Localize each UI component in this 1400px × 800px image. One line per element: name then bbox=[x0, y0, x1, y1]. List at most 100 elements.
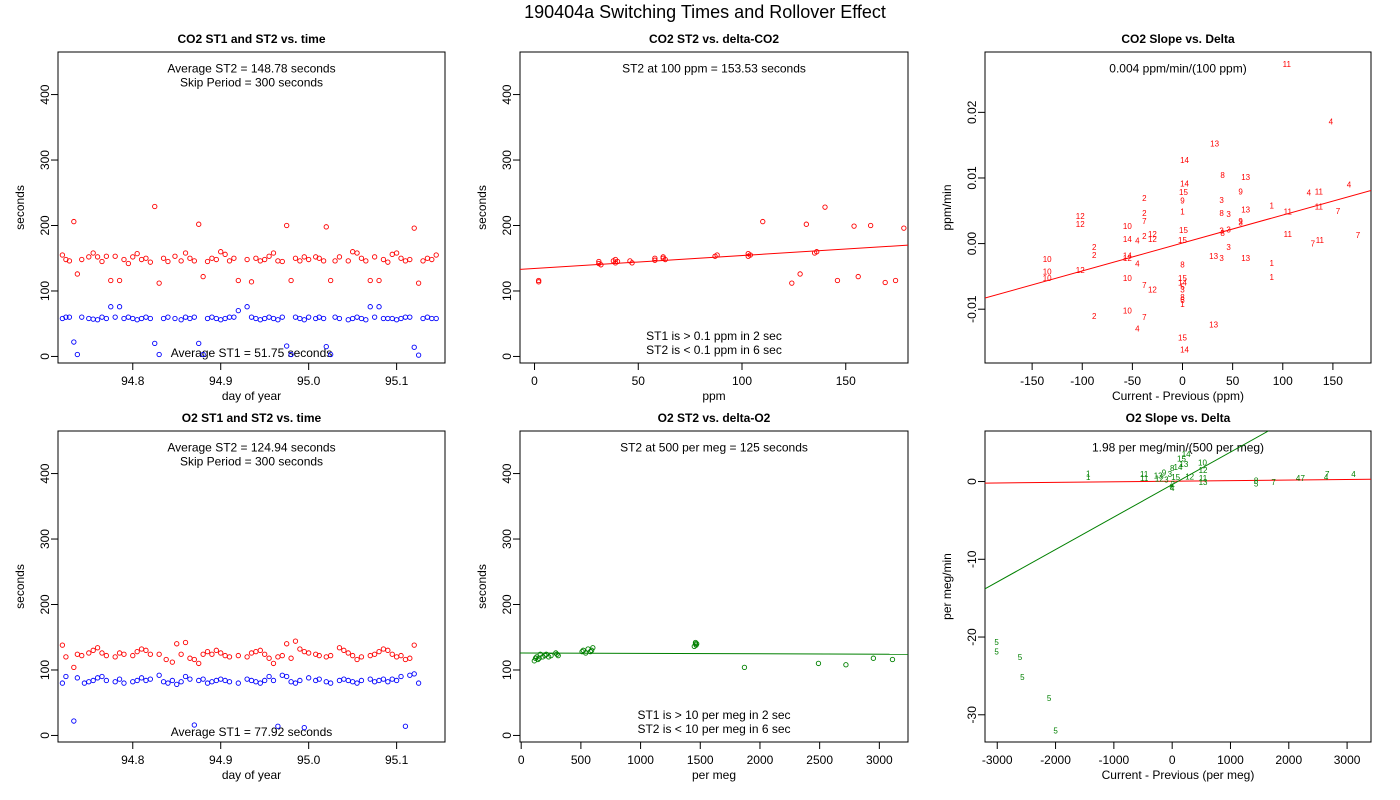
data-point bbox=[138, 256, 145, 263]
y-tick-label: 200 bbox=[38, 594, 52, 614]
plot-frame bbox=[519, 51, 909, 364]
point-label: 11 bbox=[1284, 208, 1293, 217]
data-point bbox=[218, 650, 224, 656]
y-axis-label: seconds bbox=[13, 185, 27, 230]
data-point bbox=[548, 652, 554, 659]
data-point bbox=[152, 203, 158, 210]
data-point bbox=[253, 679, 259, 685]
point-label: 12 bbox=[1148, 230, 1157, 239]
plot-frame bbox=[519, 430, 909, 743]
point-label: 8 bbox=[1254, 476, 1259, 485]
x-tick-label: 2000 bbox=[1275, 753, 1302, 767]
y-axis-label: per meg/min bbox=[940, 553, 954, 620]
point-label: 13 bbox=[1209, 252, 1218, 261]
point-label: 5 bbox=[1053, 727, 1058, 736]
data-point bbox=[301, 317, 307, 323]
data-point bbox=[103, 652, 110, 659]
x-tick-label: 150 bbox=[836, 374, 856, 388]
data-point bbox=[156, 280, 162, 286]
data-point bbox=[143, 255, 149, 261]
data-point bbox=[200, 351, 206, 358]
point-label: 15 bbox=[1179, 226, 1188, 235]
data-point bbox=[178, 258, 184, 264]
x-tick-label: 95.1 bbox=[385, 374, 409, 388]
data-point bbox=[306, 650, 312, 656]
panels: CO2 ST1 and ST2 vs. time 94.8 94.9 95.0 95.1… bbox=[13, 32, 1372, 782]
data-point bbox=[178, 651, 184, 657]
data-point bbox=[692, 639, 699, 646]
data-point bbox=[74, 271, 81, 277]
x-axis-label: per meg bbox=[692, 768, 736, 782]
data-point bbox=[714, 252, 720, 258]
point-label: 14 bbox=[1180, 156, 1189, 165]
point-label: 13 bbox=[1154, 472, 1163, 481]
x-tick-label: 1000 bbox=[1217, 753, 1244, 767]
data-point bbox=[156, 672, 162, 678]
data-point bbox=[121, 256, 127, 263]
data-point bbox=[86, 679, 92, 685]
data-point bbox=[204, 258, 211, 265]
data-point bbox=[138, 646, 145, 652]
data-point bbox=[279, 672, 285, 678]
data-point bbox=[380, 315, 387, 322]
y-tick-label: 200 bbox=[500, 594, 514, 614]
x-tick-label: 94.8 bbox=[121, 753, 145, 767]
data-point bbox=[275, 723, 281, 729]
data-point bbox=[363, 258, 369, 264]
data-point bbox=[380, 676, 387, 682]
data-point bbox=[415, 352, 422, 358]
data-point bbox=[345, 258, 351, 264]
y-tick-label: -0.01 bbox=[965, 295, 979, 323]
point-label: 4 bbox=[1170, 484, 1175, 493]
data-point bbox=[152, 340, 158, 347]
data-point bbox=[320, 315, 327, 322]
chart-annotation: ST2 at 100 ppm = 153.53 seconds bbox=[622, 61, 806, 75]
data-point bbox=[402, 723, 409, 729]
x-tick-label: -50 bbox=[1124, 374, 1142, 388]
data-point bbox=[328, 652, 334, 659]
point-label: 11 bbox=[1283, 60, 1292, 69]
x-tick-label: 3000 bbox=[866, 753, 893, 767]
point-label: 13 bbox=[1241, 254, 1250, 263]
y-tick-label: -20 bbox=[965, 628, 979, 646]
data-point bbox=[191, 314, 197, 320]
data-point bbox=[882, 279, 888, 286]
data-point bbox=[257, 317, 263, 323]
point-label: 3 bbox=[1168, 470, 1173, 479]
data-point bbox=[270, 315, 277, 322]
x-tick-label: 94.8 bbox=[121, 374, 145, 388]
data-point bbox=[358, 654, 365, 660]
x-axis-label: Current - Previous (per meg) bbox=[1102, 768, 1255, 782]
x-axis-label: ppm bbox=[702, 389, 725, 403]
data-point bbox=[121, 651, 127, 657]
data-point bbox=[63, 654, 69, 660]
data-point bbox=[165, 258, 171, 265]
data-point bbox=[174, 641, 180, 647]
data-point bbox=[209, 255, 215, 261]
chart-co2_st2_delta: CO2 ST2 vs. delta-CO2 0 50 100 150 0 100 200 300… bbox=[475, 32, 909, 403]
data-point bbox=[90, 250, 96, 256]
data-point bbox=[376, 648, 382, 655]
point-label: 14 bbox=[1180, 345, 1189, 354]
data-point bbox=[433, 252, 439, 258]
data-point bbox=[257, 680, 263, 686]
data-point bbox=[116, 650, 123, 656]
data-point bbox=[134, 677, 140, 684]
point-label: 2 bbox=[1092, 251, 1097, 260]
data-point bbox=[63, 314, 69, 320]
fit-line bbox=[985, 431, 1269, 590]
data-point bbox=[86, 254, 92, 260]
data-point bbox=[411, 642, 417, 648]
point-label: 9 bbox=[1238, 217, 1243, 226]
data-point bbox=[143, 647, 149, 653]
chart-co2_slope_delta: CO2 Slope vs. Delta -150 -100 -50 0 50 100 150 -… bbox=[940, 32, 1372, 403]
data-point bbox=[125, 260, 132, 267]
chart-annotation: ST2 at 500 per meg = 125 seconds bbox=[620, 440, 808, 454]
chart-title: O2 Slope vs. Delta bbox=[1126, 411, 1231, 425]
x-tick-label: -100 bbox=[1070, 374, 1094, 388]
data-point bbox=[253, 315, 259, 322]
data-point bbox=[336, 645, 343, 651]
